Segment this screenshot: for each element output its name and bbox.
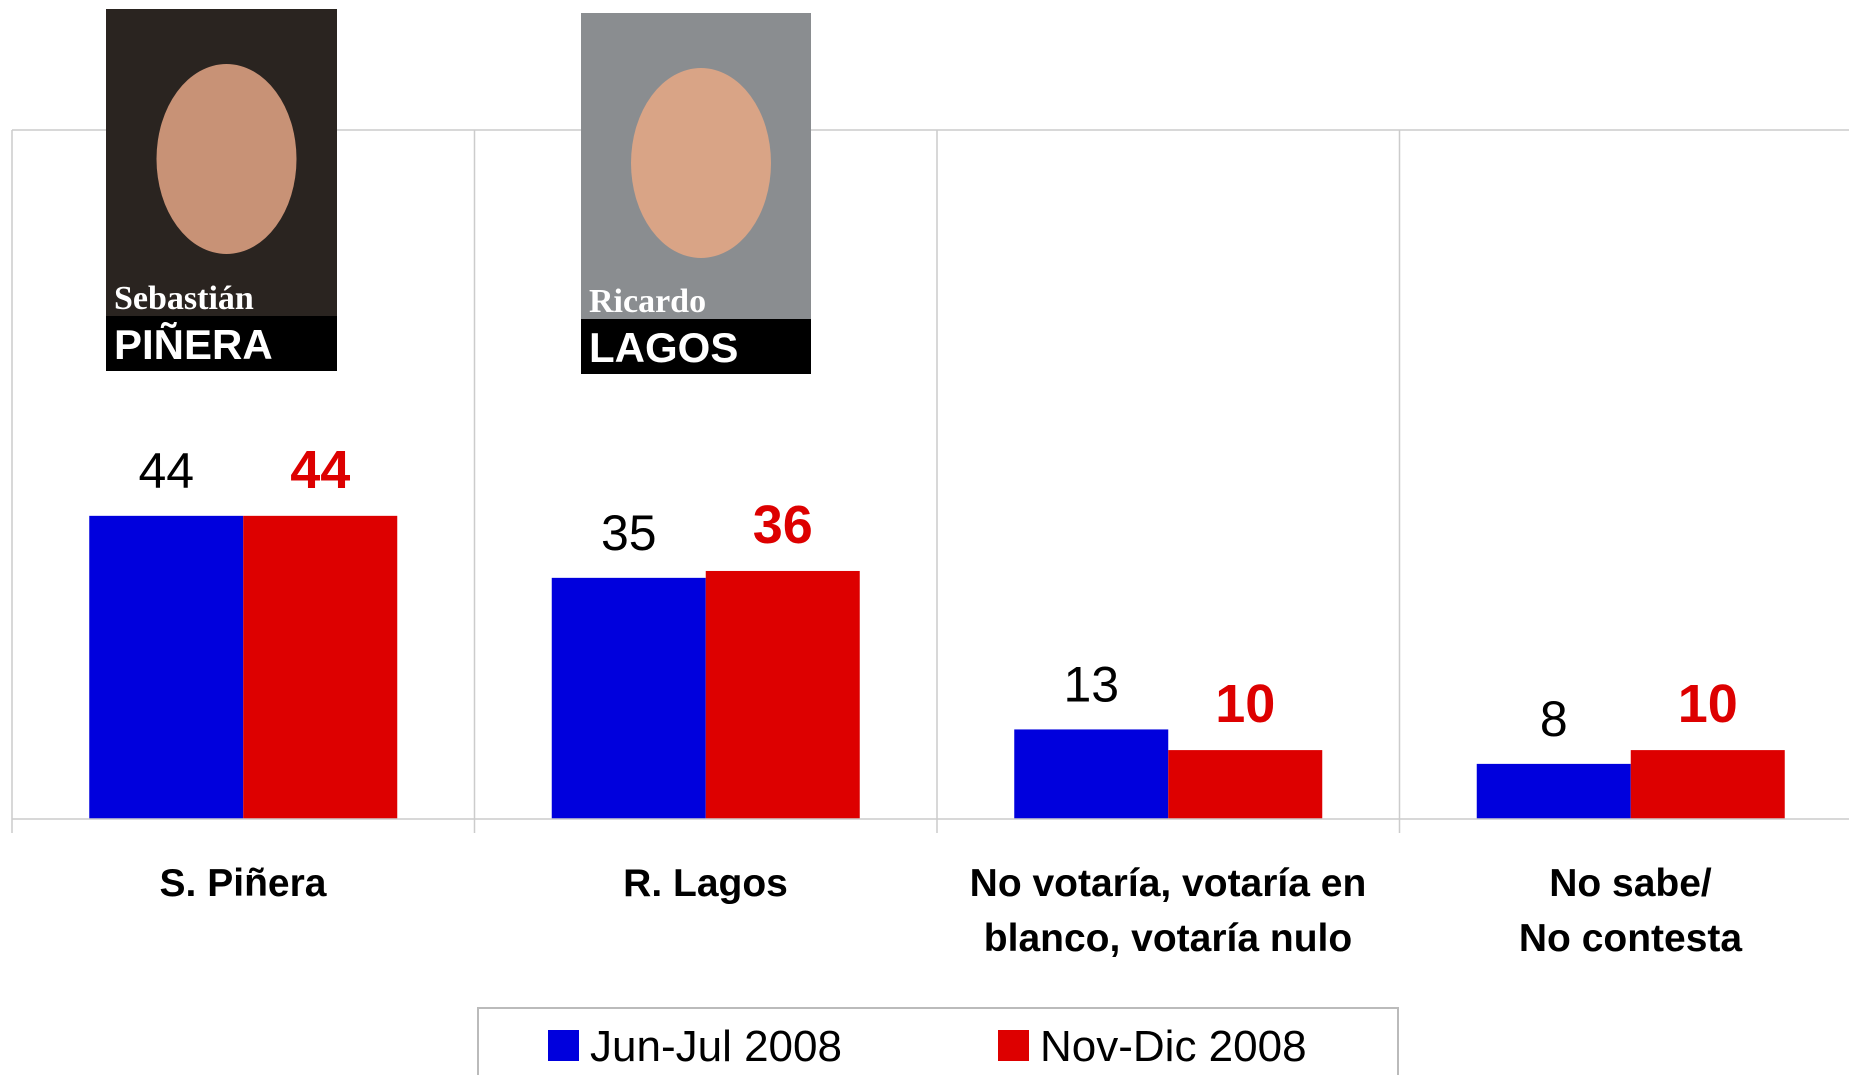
- value-label: 10: [1678, 674, 1738, 734]
- bar: [1630, 750, 1785, 819]
- value-label: 10: [1215, 674, 1275, 734]
- x-tick-label: R. Lagos: [623, 862, 788, 905]
- photo-face: [631, 68, 771, 258]
- photo-caption-last: LAGOS: [589, 324, 738, 371]
- photo-caption-last: PIÑERA: [114, 321, 273, 368]
- value-label: 44: [138, 443, 194, 499]
- photo-caption-bar: [581, 319, 811, 374]
- bar: [243, 515, 398, 819]
- value-label: 35: [601, 505, 657, 561]
- x-tick-label: No votaría, votaría en blanco, votaría n…: [969, 862, 1367, 960]
- value-label: 44: [290, 440, 350, 500]
- bar: [1168, 750, 1323, 819]
- legend-swatch: [998, 1030, 1029, 1061]
- x-tick-label: No sabe/ No contesta: [1518, 862, 1743, 960]
- bar: [89, 515, 244, 819]
- value-label: 13: [1063, 656, 1119, 712]
- photo-face: [156, 64, 297, 254]
- legend-label: Jun-Jul 2008: [590, 1022, 842, 1071]
- value-label: 8: [1540, 691, 1568, 747]
- value-label: 36: [753, 495, 813, 555]
- photo-caption-first: Sebastián: [114, 280, 254, 317]
- legend-swatch: [548, 1030, 579, 1061]
- bar: [1014, 729, 1169, 819]
- bar: [1476, 763, 1631, 819]
- photo-caption-bar: [106, 316, 337, 371]
- photo-caption-first: Ricardo: [589, 283, 706, 320]
- legend-box: [477, 1007, 1399, 1075]
- x-tick-label: S. Piñera: [159, 862, 327, 905]
- bar: [705, 570, 860, 819]
- bar: [551, 577, 706, 819]
- legend-label: Nov-Dic 2008: [1040, 1022, 1307, 1071]
